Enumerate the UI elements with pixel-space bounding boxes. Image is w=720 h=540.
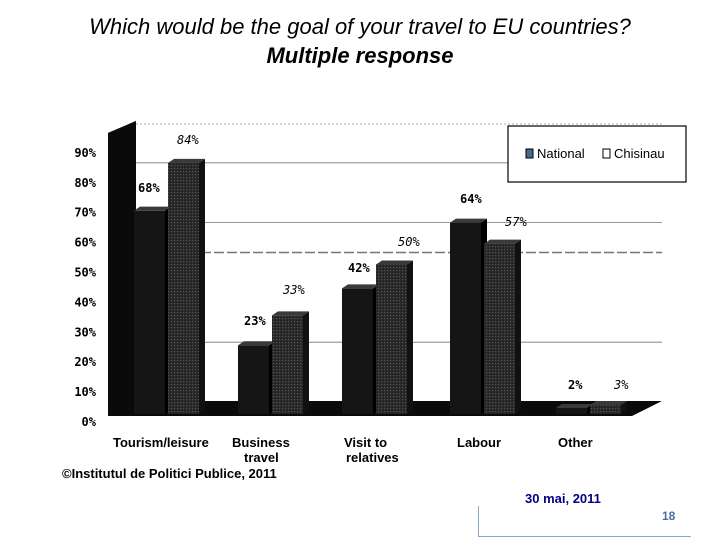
y-tick-label: 80% — [74, 176, 96, 190]
category-label: Visit to — [344, 435, 387, 450]
bar-national — [556, 404, 593, 414]
category-label: Business — [232, 435, 290, 450]
chart-left-wall — [108, 120, 136, 417]
bar-chisinau — [168, 158, 205, 414]
bar-national — [450, 218, 487, 414]
category-label: Tourism/leisure — [113, 435, 209, 450]
legend-swatch-chisinau — [602, 148, 611, 159]
bar-chisinau — [590, 401, 627, 414]
bar-chisinau — [376, 260, 413, 414]
bar-chisinau — [272, 311, 309, 414]
legend-label-chisinau: Chisinau — [614, 146, 665, 161]
category-label: Labour — [457, 435, 501, 450]
y-tick-label: 50% — [74, 266, 96, 280]
y-tick-label: 10% — [74, 385, 96, 399]
y-tick-label: 0% — [82, 415, 97, 429]
bar-national — [134, 206, 171, 414]
y-tick-label: 30% — [74, 325, 96, 339]
slide-title: Which would be the goal of your travel t… — [89, 14, 631, 39]
data-label-chisinau: 50% — [398, 235, 420, 249]
copyright-note: ©Institutul de Politici Publice, 2011 — [62, 466, 277, 481]
category-label: relatives — [346, 450, 399, 465]
y-tick-label: 60% — [74, 236, 96, 250]
data-label-chisinau: 57% — [505, 215, 527, 229]
page-number-frame — [478, 506, 691, 537]
data-label-national: 2% — [568, 378, 583, 392]
data-label-chisinau: 3% — [613, 378, 629, 392]
category-label: travel — [244, 450, 279, 465]
data-label-national: 23% — [244, 314, 266, 328]
legend-swatch-national — [525, 148, 534, 159]
category-label: Other — [558, 435, 593, 450]
y-tick-label: 70% — [74, 206, 96, 220]
data-label-national: 42% — [348, 261, 370, 275]
slide-date: 30 mai, 2011 — [525, 491, 601, 506]
data-label-national: 68% — [138, 181, 160, 195]
legend-label-national: National — [537, 146, 585, 161]
data-label-chisinau: 33% — [282, 283, 305, 297]
data-label-national: 64% — [460, 192, 482, 206]
page-number: 18 — [662, 509, 676, 523]
bar-chisinau — [484, 239, 521, 414]
slide-subtitle: Multiple response — [266, 43, 454, 68]
y-tick-label: 90% — [74, 146, 96, 160]
data-label-chisinau: 84% — [177, 133, 199, 147]
y-tick-label: 20% — [74, 355, 96, 369]
bar-national — [342, 284, 379, 414]
bar-national — [238, 341, 275, 414]
legend-box — [507, 125, 687, 183]
y-tick-label: 40% — [74, 295, 96, 309]
